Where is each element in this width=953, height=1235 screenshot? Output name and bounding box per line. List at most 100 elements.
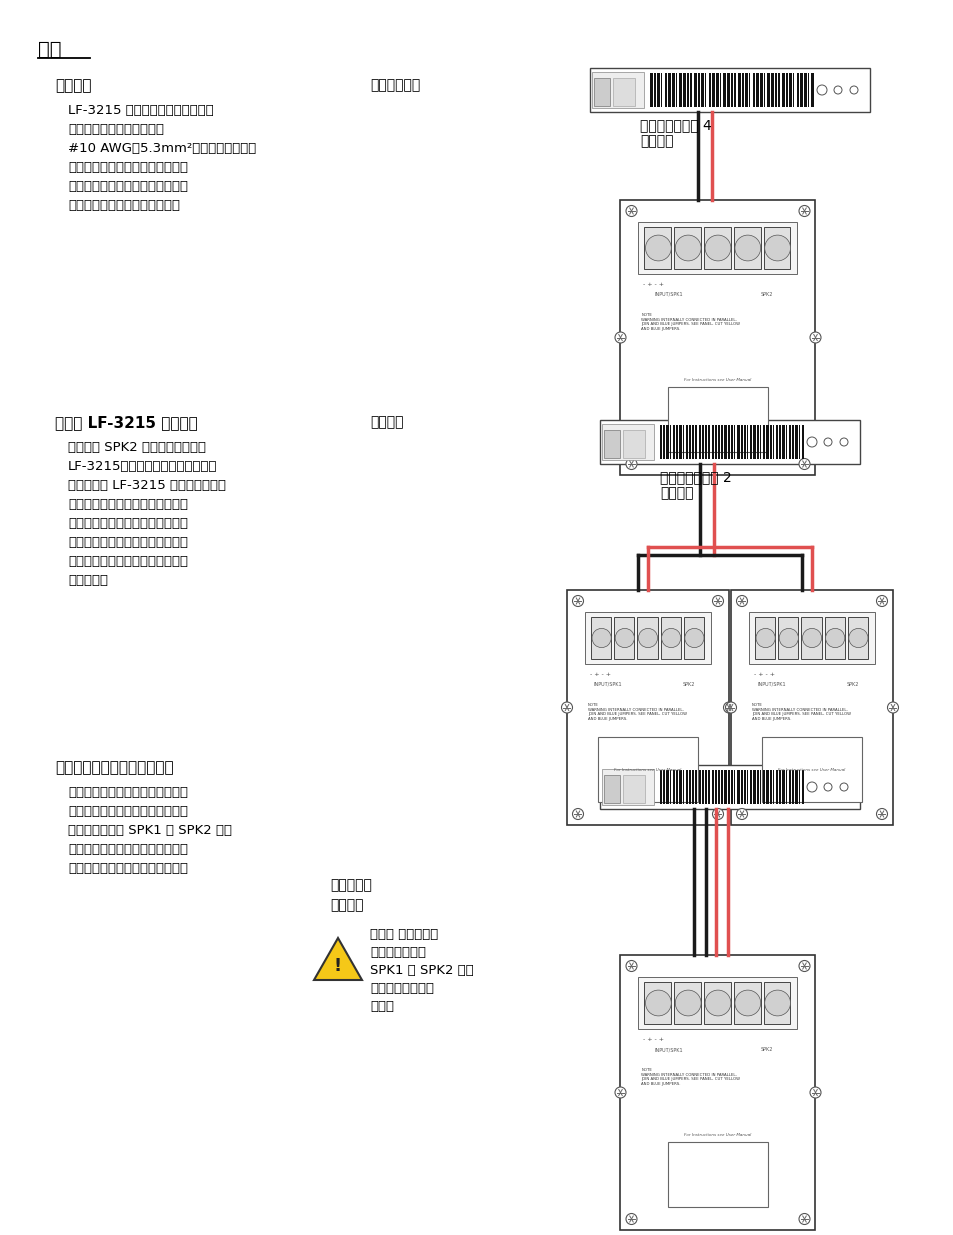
Bar xyxy=(704,425,706,459)
Bar xyxy=(766,73,769,107)
Bar xyxy=(720,769,721,804)
Circle shape xyxy=(704,235,730,261)
Circle shape xyxy=(876,595,886,606)
Bar xyxy=(772,769,773,804)
Bar xyxy=(727,425,729,459)
Bar xyxy=(737,769,739,804)
Text: 端杯，切断连接: 端杯，切断连接 xyxy=(370,946,426,960)
Circle shape xyxy=(734,990,760,1016)
Bar xyxy=(603,776,619,803)
Bar xyxy=(674,982,700,1024)
Bar xyxy=(671,73,674,107)
Bar xyxy=(778,618,798,659)
Circle shape xyxy=(592,629,611,647)
Text: 进行维修。: 进行维修。 xyxy=(68,574,108,587)
Bar xyxy=(637,618,657,659)
Bar xyxy=(669,425,670,459)
Bar xyxy=(756,769,759,804)
Circle shape xyxy=(722,701,734,713)
Bar xyxy=(740,425,742,459)
Circle shape xyxy=(799,961,809,972)
Text: NOTE
WARNING INTERNALLY CONNECTED IN PARALLEL,
JOIN AND BLUE JUMPERS. SEE PANEL,: NOTE WARNING INTERNALLY CONNECTED IN PAR… xyxy=(587,703,686,721)
Circle shape xyxy=(645,235,671,261)
Bar xyxy=(704,73,706,107)
Text: 正常连接: 正常连接 xyxy=(55,78,91,93)
Bar xyxy=(743,425,745,459)
Text: 求单个变频器连接，拿掉终端杯，: 求单个变频器连接，拿掉终端杯， xyxy=(68,805,188,818)
Bar xyxy=(685,425,687,459)
Bar xyxy=(772,425,773,459)
Bar xyxy=(703,982,730,1024)
Text: SPK2: SPK2 xyxy=(760,1047,772,1052)
Text: LF-3215 具有用于连接的阻挡带螺: LF-3215 具有用于连接的阻挡带螺 xyxy=(68,104,213,117)
Bar xyxy=(704,769,706,804)
Text: 有无工厂黄色跳线电线和蓝色跳线: 有无工厂黄色跳线电线和蓝色跳线 xyxy=(68,536,188,550)
Bar xyxy=(754,618,775,659)
Bar xyxy=(644,982,671,1024)
Bar xyxy=(753,769,755,804)
Circle shape xyxy=(799,1214,809,1224)
Bar xyxy=(659,769,661,804)
Bar xyxy=(659,618,680,659)
Circle shape xyxy=(809,1087,821,1098)
Bar xyxy=(723,769,726,804)
Text: 端杯，然后在机罩上作修改标记。: 端杯，然后在机罩上作修改标记。 xyxy=(68,862,188,876)
Text: INPUT/SPK1: INPUT/SPK1 xyxy=(757,682,785,687)
Bar xyxy=(667,1142,767,1207)
Circle shape xyxy=(712,595,722,606)
Bar xyxy=(730,73,733,107)
Bar xyxy=(733,227,760,269)
Circle shape xyxy=(806,782,816,792)
Circle shape xyxy=(615,332,625,343)
Bar xyxy=(803,73,805,107)
Text: NOTE
WARNING INTERNALLY CONNECTED IN PARALLEL,
JOIN AND BLUE JUMPERS. SEE PANEL,: NOTE WARNING INTERNALLY CONNECTED IN PAR… xyxy=(751,703,850,721)
Bar xyxy=(779,425,781,459)
Bar xyxy=(683,618,703,659)
Text: LF-3215。按照右图所示连接线路。: LF-3215。按照右图所示连接线路。 xyxy=(68,459,217,473)
Bar xyxy=(666,425,668,459)
Circle shape xyxy=(561,701,572,713)
Bar xyxy=(788,769,790,804)
Bar xyxy=(753,425,755,459)
Bar xyxy=(681,769,683,804)
Bar xyxy=(695,425,696,459)
Bar xyxy=(601,424,654,459)
Bar xyxy=(801,618,821,659)
Circle shape xyxy=(625,205,637,216)
Bar xyxy=(730,425,732,459)
Circle shape xyxy=(734,235,760,261)
Bar xyxy=(749,769,752,804)
Text: 注意：如果 LF-3215 的内部连线线经: 注意：如果 LF-3215 的内部连线线经 xyxy=(68,479,226,492)
Bar xyxy=(762,73,764,107)
Bar xyxy=(638,310,797,372)
Bar xyxy=(774,73,777,107)
Bar xyxy=(810,73,813,107)
Bar xyxy=(847,618,867,659)
Bar xyxy=(584,613,710,664)
Bar xyxy=(707,769,709,804)
Bar xyxy=(730,769,732,804)
Circle shape xyxy=(645,990,671,1016)
Text: 电线。使用最大导线尺寸和最短长: 电线。使用最大导线尺寸和最短长 xyxy=(68,161,188,174)
Bar xyxy=(619,200,815,475)
Bar xyxy=(749,425,752,459)
Bar xyxy=(601,769,654,805)
Bar xyxy=(638,977,797,1029)
Bar xyxy=(720,425,721,459)
Bar xyxy=(675,73,677,107)
Text: 连接样例: 连接样例 xyxy=(330,898,363,911)
Bar xyxy=(603,430,619,458)
Bar xyxy=(743,769,745,804)
Circle shape xyxy=(840,438,847,446)
Bar xyxy=(798,769,799,804)
Circle shape xyxy=(625,961,637,972)
Text: #10 AWG（5.3mm²）的给合式扬声器: #10 AWG（5.3mm²）的给合式扬声器 xyxy=(68,142,256,156)
Text: 放大器可以带动 4
欧姆负载: 放大器可以带动 4 欧姆负载 xyxy=(639,119,711,148)
Text: 单个变频器: 单个变频器 xyxy=(330,878,372,892)
Text: For Instructions see User Manual: For Instructions see User Manual xyxy=(614,768,680,772)
Bar xyxy=(781,425,784,459)
Bar xyxy=(770,73,773,107)
Text: 情况如此，拿掉终端杯，然后验证: 情况如此，拿掉终端杯，然后验证 xyxy=(68,517,188,530)
Circle shape xyxy=(848,629,867,647)
Circle shape xyxy=(736,809,747,820)
